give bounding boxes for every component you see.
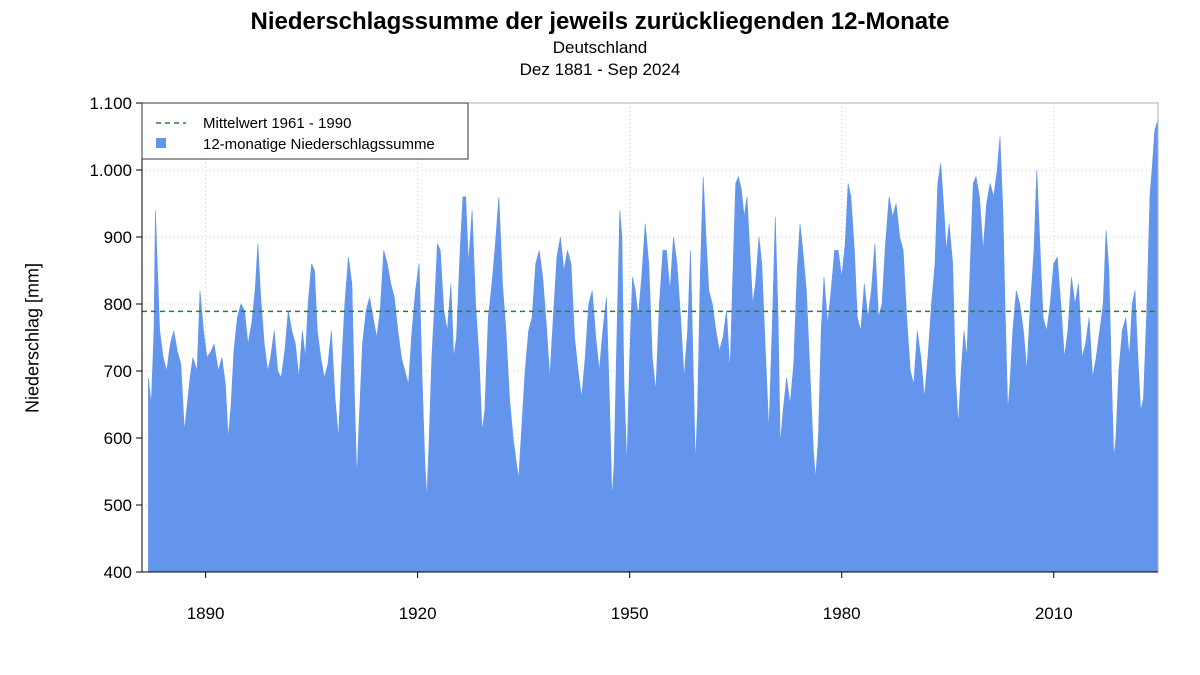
series-area [148, 119, 1159, 573]
legend-reference-label: Mittelwert 1961 - 1990 [203, 115, 351, 132]
y-tick-label: 500 [104, 496, 132, 515]
legend-box [141, 102, 469, 160]
x-axis: 1890 1920 1950 1980 2010 [142, 571, 1158, 623]
x-tick-label: 2010 [1035, 604, 1073, 623]
x-tick-label: 1890 [187, 604, 225, 623]
y-tick-label: 1.000 [89, 161, 132, 180]
legend-series-label: 12-monatige Niederschlagssumme [203, 136, 435, 153]
legend: Mittelwert 1961 - 1990 12-monatige Niede… [141, 102, 469, 160]
series-area-group [148, 119, 1159, 573]
chart-subtitle: Deutschland [552, 38, 648, 57]
y-tick-label: 1.100 [89, 94, 132, 113]
y-tick-label: 800 [104, 295, 132, 314]
y-tick-label: 700 [104, 362, 132, 381]
x-tick-label: 1980 [823, 604, 861, 623]
y-axis: 400 500 600 700 800 900 1.000 1.100 [89, 94, 143, 582]
y-tick-label: 400 [104, 563, 132, 582]
y-tick-label: 600 [104, 429, 132, 448]
x-tick-label: 1950 [611, 604, 649, 623]
chart-title: Niederschlagssumme der jeweils zurücklie… [250, 8, 950, 35]
chart-period: Dez 1881 - Sep 2024 [519, 60, 681, 79]
x-tick-label: 1920 [399, 604, 437, 623]
y-tick-label: 900 [104, 228, 132, 247]
legend-series-swatch [156, 138, 166, 148]
